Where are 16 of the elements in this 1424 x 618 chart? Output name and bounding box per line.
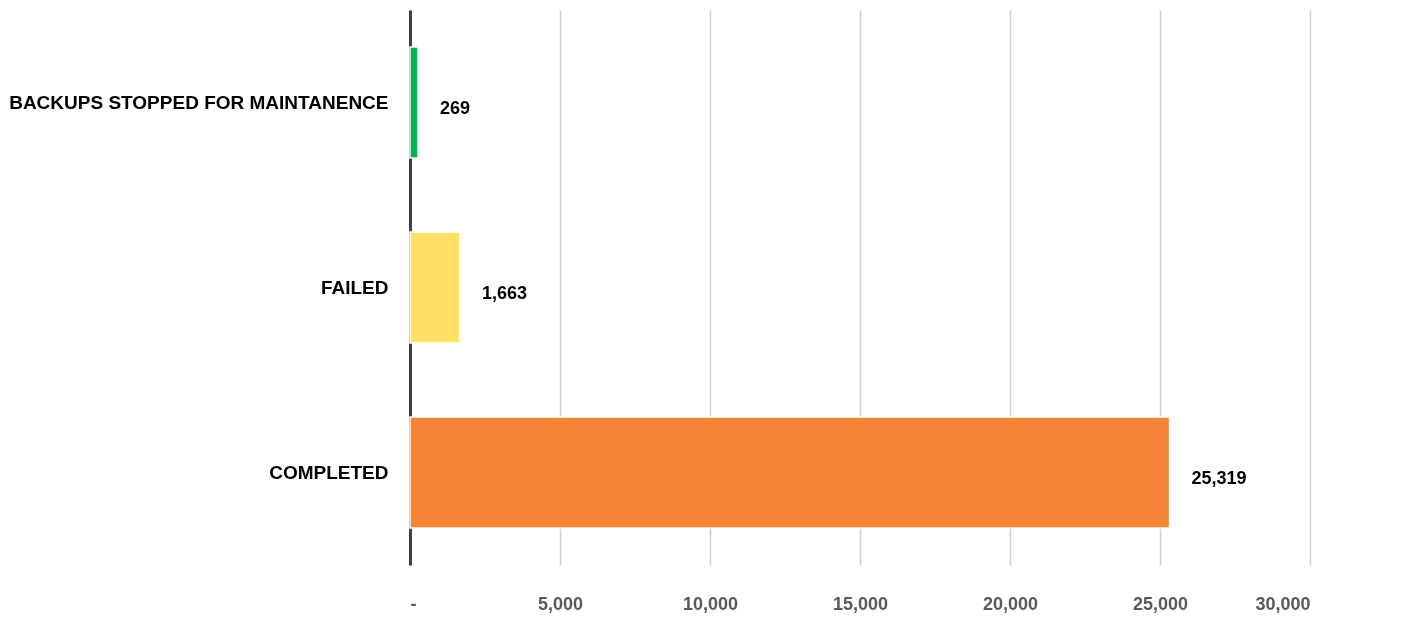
x-tick-label: - [410, 593, 417, 614]
y-tick-label: BACKUPS STOPPED FOR MAINTANENCE [9, 91, 389, 113]
data-label: 25,319 [1191, 467, 1247, 488]
x-tick-label: 30,000 [1255, 593, 1311, 614]
y-tick-label: COMPLETED [269, 461, 389, 483]
x-tick-label: 15,000 [832, 593, 889, 614]
data-label: 269 [440, 97, 471, 118]
x-tick-label: 25,000 [1132, 593, 1189, 614]
x-tick-label: 20,000 [982, 593, 1039, 614]
bar [409, 231, 461, 344]
y-tick-label: FAILED [320, 276, 389, 298]
bar [409, 46, 419, 159]
x-tick-label: 5,000 [537, 593, 584, 614]
x-tick-label: 10,000 [682, 593, 739, 614]
bar [409, 416, 1171, 529]
data-label: 1,663 [481, 282, 527, 303]
